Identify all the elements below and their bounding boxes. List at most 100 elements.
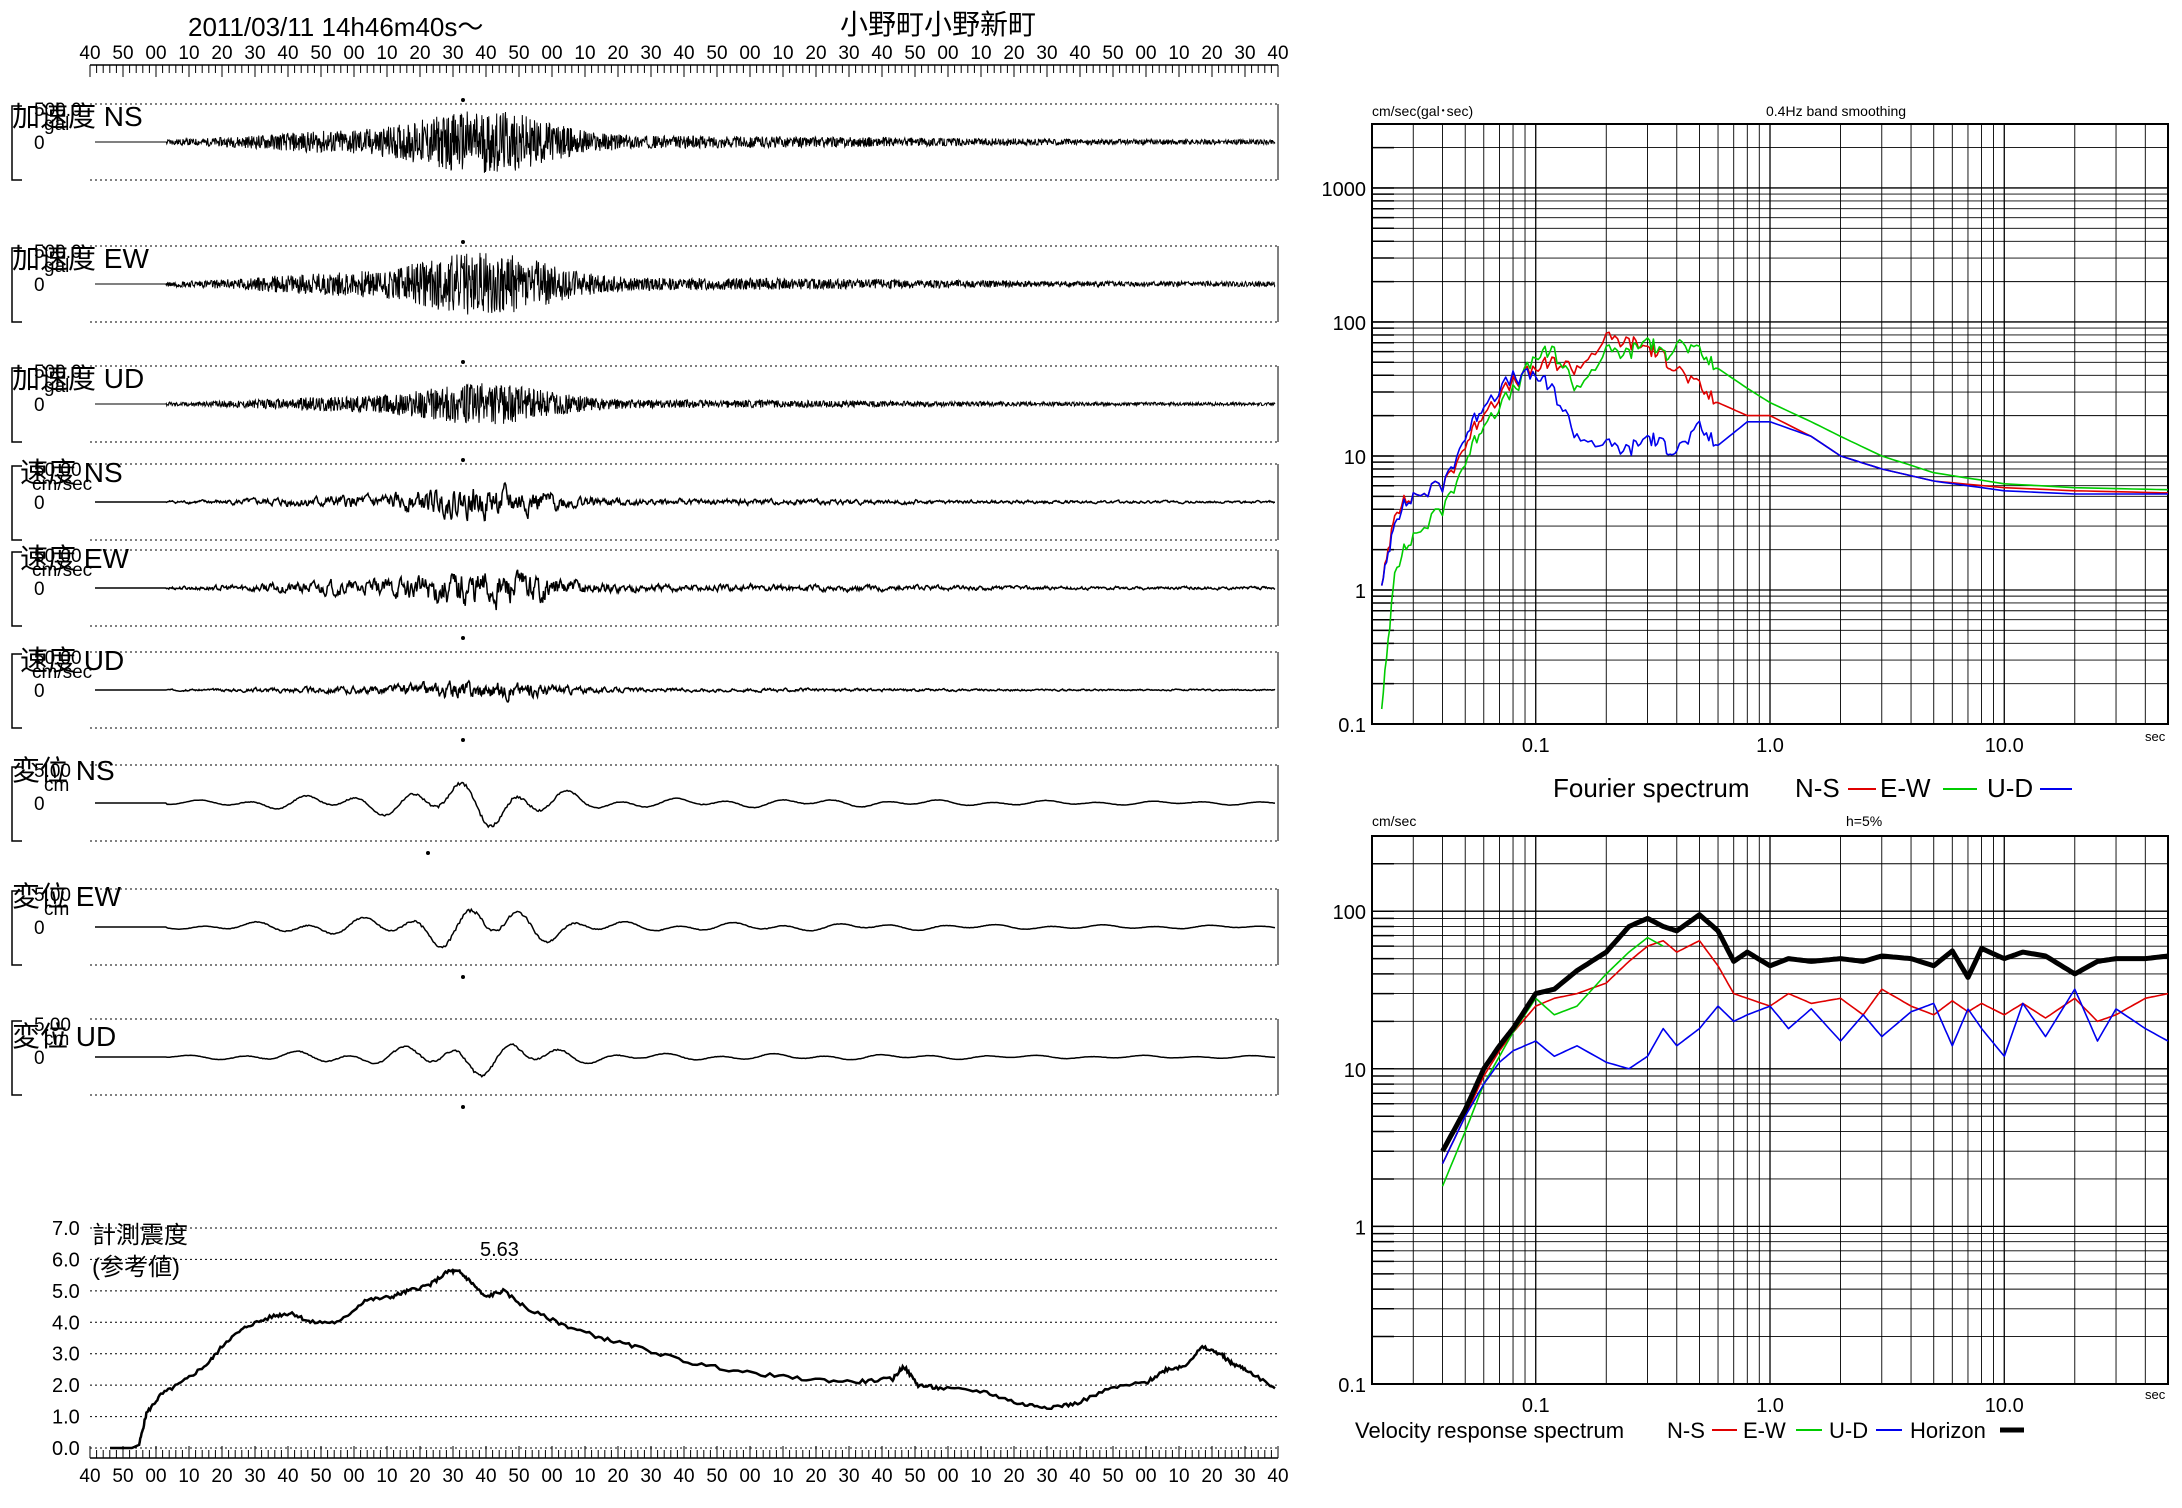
scale-value: 5.00 [34, 761, 71, 782]
waveform-title: 変位 EW [12, 881, 121, 912]
peak-marker [461, 360, 465, 364]
y-tick-label: 0.1 [1338, 1375, 1366, 1397]
velocity-response-spectrum-panel: cm/sec h=5% sec 0.1 1.0 10.0 100 10 1 0.1 [1333, 813, 2169, 1417]
time-axis-label: 40 [673, 43, 694, 64]
x-tick-label: 0.1 [1522, 1395, 1550, 1417]
waveform-trace [95, 1043, 1276, 1078]
x-tick-label: 10.0 [1985, 1395, 2024, 1417]
time-axis-label: 20 [1003, 1466, 1024, 1487]
time-axis-label: 40 [673, 1466, 694, 1487]
time-axis-label: 40 [1069, 43, 1090, 64]
scale-unit: cm/sec [32, 662, 92, 683]
time-axis-label: 50 [112, 1466, 133, 1487]
x-tick-label: 1.0 [1756, 735, 1784, 757]
zero-label: 0 [34, 133, 45, 154]
spectrum-series-e-w [1441, 936, 1664, 1187]
time-axis-label: 20 [211, 1466, 232, 1487]
fourier-spectrum-panel: cm/sec(gal･sec) 0.4Hz band smoothing sec… [1322, 103, 2169, 757]
time-axis-label: 50 [706, 43, 727, 64]
waveform-trace [95, 481, 1275, 522]
time-axis-label: 30 [640, 43, 661, 64]
intensity-label-1: 計測震度 [92, 1222, 188, 1249]
scale-value: 50.00 [34, 648, 82, 669]
zero-label: 0 [34, 275, 45, 296]
time-axis-label: 10 [376, 43, 397, 64]
time-axis-label: 10 [772, 1466, 793, 1487]
time-axis-label: 00 [937, 1466, 958, 1487]
y-tick-label: 1 [1355, 1217, 1366, 1239]
zero-label: 0 [34, 1048, 45, 1069]
waveform-title: 変位 NS [12, 755, 115, 786]
time-axis-label: 10 [178, 1466, 199, 1487]
scale-value: 500.0 [34, 242, 82, 263]
intensity-y-tick: 3.0 [52, 1344, 80, 1366]
top-time-axis: 40 50 00 10 20 30 40 50 00 10 20 30 40 50 00 10 20 30 40 50… [79, 43, 1289, 77]
x-tick-label: 10.0 [1985, 735, 2024, 757]
zero-label: 0 [34, 918, 45, 939]
zero-label: 0 [34, 794, 45, 815]
time-axis-label: 00 [343, 1466, 364, 1487]
response-legend-horizon: Horizon [1910, 1418, 1986, 1443]
time-axis-label: 50 [1102, 1466, 1123, 1487]
scale-value: 5.00 [34, 885, 71, 906]
peak-marker [461, 240, 465, 244]
time-axis-label: 10 [1168, 43, 1189, 64]
response-legend-ew: E-W [1743, 1418, 1786, 1443]
time-axis-label: 20 [1201, 43, 1222, 64]
time-axis-label: 10 [1168, 1466, 1189, 1487]
x-tick-label: 1.0 [1756, 1395, 1784, 1417]
waveform-title: 加速度 UD [12, 363, 144, 394]
time-axis-label: 20 [607, 43, 628, 64]
scale-unit: gal [44, 114, 69, 135]
scale-unit: cm/sec [32, 560, 92, 581]
waveform-title: 速度 UD [20, 645, 124, 676]
peak-marker [461, 636, 465, 640]
time-axis-label: 50 [904, 43, 925, 64]
time-axis-label: 20 [1003, 43, 1024, 64]
scale-unit: cm [44, 899, 69, 920]
waveform-trace [95, 907, 1276, 949]
intensity-label-2: (参考値) [92, 1254, 180, 1281]
zero-label: 0 [34, 579, 45, 600]
scale-unit: cm [44, 1029, 69, 1050]
time-axis-label: 20 [805, 1466, 826, 1487]
waveform-trace [95, 383, 1276, 425]
time-axis-label: 20 [805, 43, 826, 64]
time-axis-label: 30 [1036, 1466, 1057, 1487]
time-axis-label: 40 [277, 1466, 298, 1487]
peak-marker [461, 1105, 465, 1109]
time-axis-label: 40 [1267, 43, 1288, 64]
time-axis-label: 00 [937, 43, 958, 64]
scale-bracket [11, 105, 22, 181]
time-axis-label: 00 [1135, 43, 1156, 64]
station-name: 小野町小野新町 [840, 9, 1036, 40]
response-legend-ns: N-S [1667, 1418, 1705, 1443]
fourier-legend-ew: E-W [1880, 773, 1931, 803]
scale-bracket [11, 465, 22, 541]
waveform-title: 加速度 NS [12, 101, 143, 132]
time-axis-label: 50 [310, 1466, 331, 1487]
intensity-y-tick: 5.0 [52, 1281, 80, 1303]
intensity-y-tick: 0.0 [52, 1438, 80, 1460]
time-axis-label: 10 [772, 43, 793, 64]
intensity-line [110, 1268, 1276, 1450]
scale-bracket [11, 367, 22, 443]
intensity-y-tick: 7.0 [52, 1218, 80, 1240]
peak-marker [426, 851, 430, 855]
time-axis-label: 20 [409, 43, 430, 64]
time-axis-label: 30 [1234, 43, 1255, 64]
waveform-trace [95, 111, 1276, 173]
peak-marker [461, 458, 465, 462]
time-axis-label: 30 [838, 43, 859, 64]
waveform-title: 速度 EW [20, 543, 129, 574]
time-axis-label: 40 [475, 1466, 496, 1487]
scale-unit: cm/sec [32, 474, 92, 495]
time-axis-label: 50 [112, 43, 133, 64]
time-axis-label: 40 [1267, 1466, 1288, 1487]
intensity-y-tick: 6.0 [52, 1249, 80, 1271]
